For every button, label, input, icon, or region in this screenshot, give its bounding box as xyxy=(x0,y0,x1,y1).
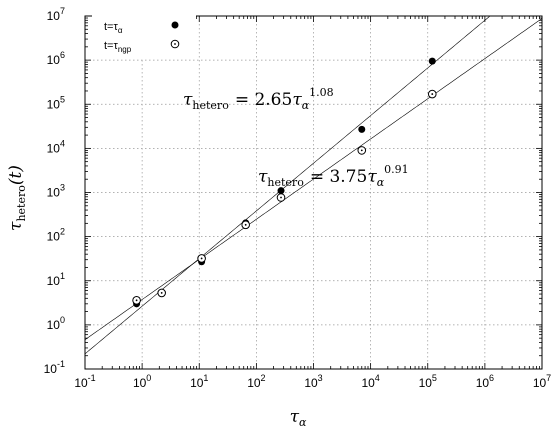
fit-annotation-1: τhetero = 2.65τα1.08 xyxy=(183,86,334,112)
point-series-2 xyxy=(157,288,166,298)
point-series-1 xyxy=(358,125,366,133)
axis-ticks: 10-1 100 101 102 103 104 105 106 107 10-1 100 101 10… xyxy=(44,6,552,390)
point-series-1 xyxy=(277,187,285,195)
x-tick-label: 105 xyxy=(419,373,437,390)
x-tick-label: 10-1 xyxy=(74,373,95,390)
data-points xyxy=(132,57,437,308)
legend-label-series-1: t=τα xyxy=(104,21,123,35)
legend: t=τα t=τngp xyxy=(92,12,196,58)
fit-annotation-2: τhetero = 3.75τα0.91 xyxy=(258,163,409,189)
y-tick-label: 10-1 xyxy=(44,359,65,376)
y-tick-label: 104 xyxy=(47,138,65,155)
x-tick-label: 106 xyxy=(476,373,494,390)
x-tick-label: 104 xyxy=(361,373,379,390)
legend-label-series-2: t=τngp xyxy=(104,40,132,54)
x-tick-label: 107 xyxy=(533,373,551,390)
legend-box xyxy=(92,12,196,58)
y-tick-label: 102 xyxy=(47,227,65,244)
x-axis-label: τα xyxy=(290,407,307,429)
y-tick-label: 101 xyxy=(47,271,65,288)
y-tick-label: 103 xyxy=(47,183,65,200)
point-series-2 xyxy=(132,296,141,305)
y-tick-label: 106 xyxy=(47,50,65,67)
point-series-2 xyxy=(241,220,250,230)
x-tick-label: 100 xyxy=(133,373,151,390)
grid-lines xyxy=(85,16,542,369)
point-series-2 xyxy=(427,89,437,99)
legend-marker-filled-circle xyxy=(171,21,179,29)
x-tick-label: 103 xyxy=(304,373,322,390)
point-series-1 xyxy=(428,57,436,65)
legend-marker-open-circle xyxy=(170,39,180,49)
fit-line-2 xyxy=(84,18,543,340)
y-tick-label: 105 xyxy=(47,94,65,111)
fit-line-1 xyxy=(84,16,490,355)
point-series-2 xyxy=(357,146,367,155)
x-tick-label: 102 xyxy=(247,373,265,390)
point-series-2 xyxy=(276,193,286,202)
y-tick-label: 100 xyxy=(47,315,65,332)
point-series-2 xyxy=(197,254,206,263)
y-tick-label: 107 xyxy=(47,6,65,23)
y-axis-label: τhetero(t) xyxy=(6,165,28,231)
x-tick-label: 101 xyxy=(190,373,208,390)
fit-lines xyxy=(84,16,543,355)
